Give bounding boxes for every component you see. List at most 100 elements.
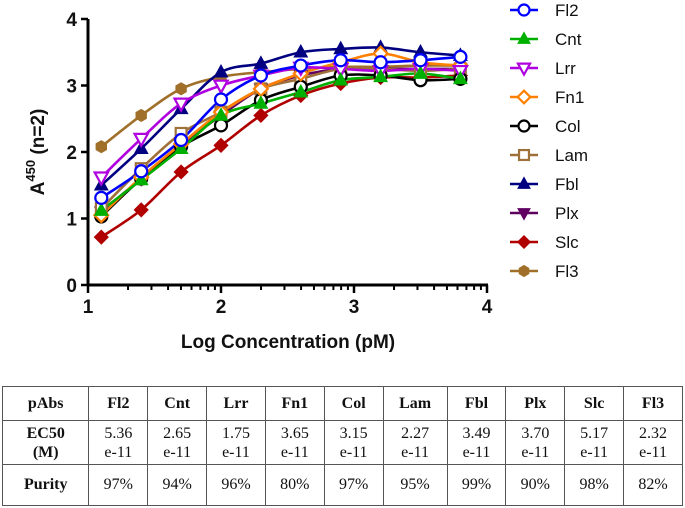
ec50-exponent: e-11 bbox=[222, 443, 250, 461]
data-point bbox=[92, 171, 110, 187]
legend-marker-icon bbox=[517, 31, 531, 44]
purity-cell: 82% bbox=[623, 464, 683, 506]
purity-cell: 97% bbox=[88, 464, 149, 506]
data-point bbox=[95, 140, 107, 154]
data-point bbox=[413, 53, 428, 68]
legend-marker-icon bbox=[517, 208, 531, 221]
legend-item-col: Col bbox=[510, 117, 581, 136]
data-point bbox=[293, 44, 309, 58]
y-tick-label: 1 bbox=[66, 210, 77, 231]
legend-item-lrr: Lrr bbox=[510, 59, 576, 78]
ec50-mantissa: 5.36 bbox=[104, 424, 133, 442]
y-axis-title-superscript: 450 bbox=[23, 160, 38, 182]
series-points-slc bbox=[93, 67, 469, 245]
ec50-mantissa: 2.65 bbox=[163, 424, 192, 442]
table-row-ec50: EC50 (M) 5.36 e-11 2.65 e-11 1.75 e-11 3.65 e-1… bbox=[1, 420, 683, 465]
data-point bbox=[452, 70, 468, 85]
legend-label: Fl3 bbox=[555, 262, 579, 281]
data-point bbox=[212, 79, 230, 95]
data-point bbox=[173, 140, 189, 154]
series-curves bbox=[100, 46, 461, 239]
header-lrr: Lrr bbox=[206, 386, 266, 421]
legend-marker-icon bbox=[517, 176, 531, 189]
data-point bbox=[253, 95, 269, 109]
y-axis-title-main: A bbox=[28, 181, 49, 195]
ec50-exponent: e-11 bbox=[521, 443, 550, 461]
legend-label: Cnt bbox=[555, 30, 582, 49]
series-line-fn1 bbox=[100, 52, 461, 217]
data-point bbox=[333, 53, 348, 68]
legend-marker-icon bbox=[516, 89, 532, 105]
legend-item-fn1: Fn1 bbox=[510, 88, 584, 107]
series-line-fbl bbox=[100, 46, 461, 187]
data-point bbox=[213, 107, 229, 121]
series-points-fl2 bbox=[94, 49, 468, 205]
ec50-mantissa: 2.32 bbox=[639, 424, 668, 442]
legend-item-fl2: Fl2 bbox=[510, 1, 579, 20]
y-axis-title-suffix: (n=2) bbox=[28, 109, 49, 160]
y-tick-label: 3 bbox=[66, 77, 77, 98]
header-slc: Slc bbox=[564, 386, 625, 421]
ec50-cell: 3.15 e-11 bbox=[323, 420, 384, 465]
x-tick-label: 1 bbox=[83, 297, 94, 318]
legend-label: Fbl bbox=[555, 175, 579, 194]
header-pabs: pAbs bbox=[1, 386, 90, 421]
header-lam: Lam bbox=[382, 386, 448, 421]
purity-row-label: Purity bbox=[1, 464, 90, 506]
legend-marker-icon bbox=[516, 234, 532, 250]
data-point bbox=[373, 68, 389, 83]
ec50-cell: 3.65 e-11 bbox=[264, 420, 325, 465]
ec50-mantissa: 1.75 bbox=[221, 424, 250, 442]
ec50-mantissa: 5.17 bbox=[580, 424, 609, 442]
data-point bbox=[213, 63, 229, 78]
ec50-cell: 1.75 e-11 bbox=[206, 420, 266, 465]
data-point bbox=[94, 190, 109, 205]
legend-item-fl3: Fl3 bbox=[510, 262, 579, 281]
data-point bbox=[93, 202, 109, 216]
ec50-exponent: e-11 bbox=[639, 443, 667, 461]
ec50-exponent: e-11 bbox=[401, 443, 429, 461]
data-point bbox=[373, 55, 388, 70]
ec50-exponent: e-11 bbox=[163, 443, 192, 461]
y-tick-label: 2 bbox=[66, 143, 77, 164]
legend-item-lam: Lam bbox=[510, 146, 588, 165]
legend-label: Fl2 bbox=[555, 1, 579, 20]
antibody-summary-table: pAbs Fl2 Cnt Lrr Fn1 Col Lam Fbl Plx Slc Fl3 EC50 … bbox=[1, 386, 683, 506]
purity-cell: 98% bbox=[564, 464, 625, 506]
header-fl3: Fl3 bbox=[623, 386, 683, 421]
header-fbl: Fbl bbox=[446, 386, 507, 421]
series-points-cnt bbox=[93, 65, 468, 216]
header-fl2: Fl2 bbox=[88, 386, 149, 421]
series-line-lam bbox=[100, 66, 461, 210]
legend-marker-icon bbox=[517, 148, 531, 162]
x-tick-label: 2 bbox=[216, 297, 227, 318]
legend-item-plx: Plx bbox=[510, 204, 579, 223]
purity-cell: 95% bbox=[382, 464, 448, 506]
legend-label: Lrr bbox=[555, 59, 576, 78]
series-line-lrr bbox=[100, 65, 461, 179]
purity-cell: 97% bbox=[323, 464, 384, 506]
data-point bbox=[173, 164, 189, 180]
ec50-label-line1: EC50 bbox=[26, 424, 65, 442]
data-point bbox=[93, 229, 109, 245]
purity-cell: 80% bbox=[264, 464, 325, 506]
data-point bbox=[293, 83, 309, 98]
data-point bbox=[253, 55, 269, 69]
series-markers bbox=[92, 39, 469, 245]
legend-marker-icon bbox=[518, 264, 530, 278]
data-point bbox=[133, 202, 149, 218]
y-tick-label: 0 bbox=[66, 276, 77, 297]
x-axis-title: Log Concentration (pM) bbox=[181, 332, 395, 353]
header-col: Col bbox=[323, 386, 384, 421]
data-point bbox=[175, 82, 187, 96]
ec50-mantissa: 3.70 bbox=[521, 424, 550, 442]
legend-marker-icon bbox=[517, 3, 531, 17]
ec50-cell: 5.17 e-11 bbox=[564, 420, 625, 465]
legend-marker-icon bbox=[516, 62, 532, 77]
ec50-exponent: e-11 bbox=[462, 443, 491, 461]
ec50-row-label: EC50 (M) bbox=[1, 420, 90, 465]
header-fn1: Fn1 bbox=[264, 386, 325, 421]
purity-cell: 90% bbox=[505, 464, 566, 506]
ec50-exponent: e-11 bbox=[580, 443, 609, 461]
header-cnt: Cnt bbox=[147, 386, 208, 421]
